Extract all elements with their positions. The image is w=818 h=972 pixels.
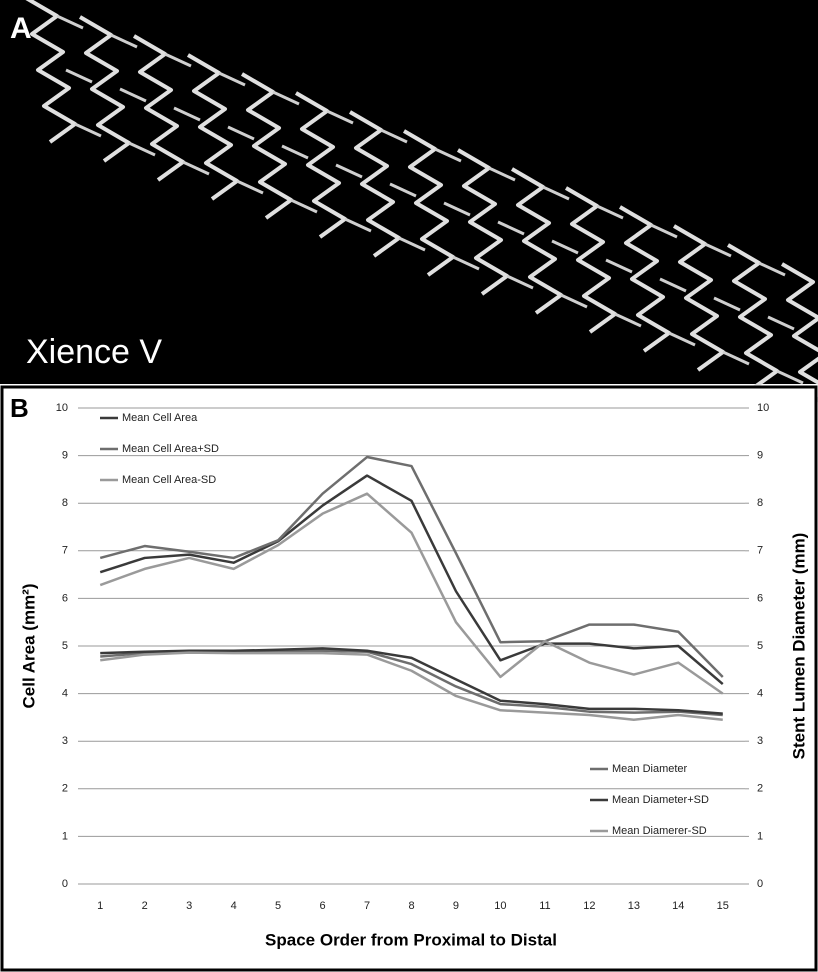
legend-label: Mean Diamerer-SD — [612, 825, 707, 837]
y-tick-label: 5 — [62, 640, 68, 652]
y2-tick-label: 7 — [757, 545, 763, 557]
y2-tick-label: 8 — [757, 497, 763, 509]
x-tick-label: 4 — [231, 900, 237, 912]
y2-tick-label: 10 — [757, 402, 769, 414]
y2-axis-title: Stent Lumen Diameter (mm) — [789, 533, 808, 760]
y2-tick-label: 2 — [757, 783, 763, 795]
legend-label: Mean Cell Area — [122, 412, 198, 424]
x-tick-label: 9 — [453, 900, 459, 912]
legend-label: Mean Cell Area-SD — [122, 474, 216, 486]
x-tick-label: 2 — [142, 900, 148, 912]
legend-label: Mean Cell Area+SD — [122, 443, 219, 455]
y-tick-label: 1 — [62, 830, 68, 842]
x-tick-label: 15 — [717, 900, 729, 912]
y-tick-label: 4 — [62, 688, 68, 700]
y-tick-label: 8 — [62, 497, 68, 509]
x-tick-label: 13 — [628, 900, 640, 912]
x-axis-title: Space Order from Proximal to Distal — [265, 930, 557, 949]
legend-label: Mean Diameter+SD — [612, 794, 709, 806]
x-tick-label: 7 — [364, 900, 370, 912]
x-tick-label: 10 — [494, 900, 506, 912]
x-tick-label: 8 — [408, 900, 414, 912]
y-tick-label: 6 — [62, 592, 68, 604]
y-tick-label: 3 — [62, 735, 68, 747]
y2-tick-label: 6 — [757, 592, 763, 604]
x-tick-label: 1 — [97, 900, 103, 912]
y-tick-label: 9 — [62, 450, 68, 462]
y2-tick-label: 0 — [757, 878, 763, 890]
x-tick-label: 5 — [275, 900, 281, 912]
panel-label: B — [10, 393, 29, 423]
x-tick-label: 6 — [320, 900, 326, 912]
y2-tick-label: 1 — [757, 830, 763, 842]
figure: A Xience V B Space Order from Proximal t… — [0, 0, 818, 972]
y2-tick-label: 4 — [757, 688, 763, 700]
y-axis-title: Cell Area (mm²) — [19, 583, 38, 708]
panel-caption: Xience V — [26, 333, 162, 371]
y2-tick-label: 9 — [757, 450, 763, 462]
y-tick-label: 7 — [62, 545, 68, 557]
legend-label: Mean Diameter — [612, 763, 688, 775]
y-tick-label: 0 — [62, 878, 68, 890]
y2-tick-label: 3 — [757, 735, 763, 747]
y-tick-label: 2 — [62, 783, 68, 795]
x-tick-label: 3 — [186, 900, 192, 912]
x-tick-label: 12 — [583, 900, 595, 912]
x-tick-label: 14 — [672, 900, 684, 912]
x-tick-label: 11 — [539, 900, 550, 912]
y2-tick-label: 5 — [757, 640, 763, 652]
panel-label: A — [10, 12, 32, 45]
y-tick-label: 10 — [56, 402, 68, 414]
